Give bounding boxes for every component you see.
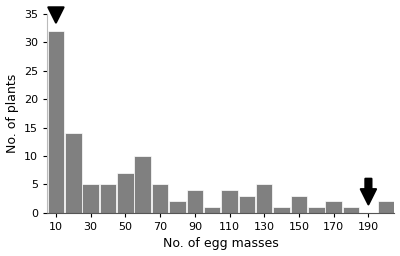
Bar: [204, 207, 220, 213]
Bar: [65, 133, 82, 213]
Bar: [239, 196, 255, 213]
Bar: [152, 185, 168, 213]
Bar: [291, 196, 307, 213]
Bar: [378, 201, 394, 213]
Bar: [308, 207, 324, 213]
Bar: [256, 185, 272, 213]
Y-axis label: No. of plants: No. of plants: [6, 74, 18, 153]
Bar: [82, 185, 99, 213]
Bar: [48, 31, 64, 213]
Bar: [117, 173, 134, 213]
Bar: [169, 201, 186, 213]
Bar: [221, 190, 238, 213]
Bar: [343, 207, 359, 213]
X-axis label: No. of egg masses: No. of egg masses: [163, 238, 279, 250]
Bar: [273, 207, 290, 213]
Bar: [134, 156, 151, 213]
Bar: [326, 201, 342, 213]
Bar: [186, 190, 203, 213]
Bar: [100, 185, 116, 213]
